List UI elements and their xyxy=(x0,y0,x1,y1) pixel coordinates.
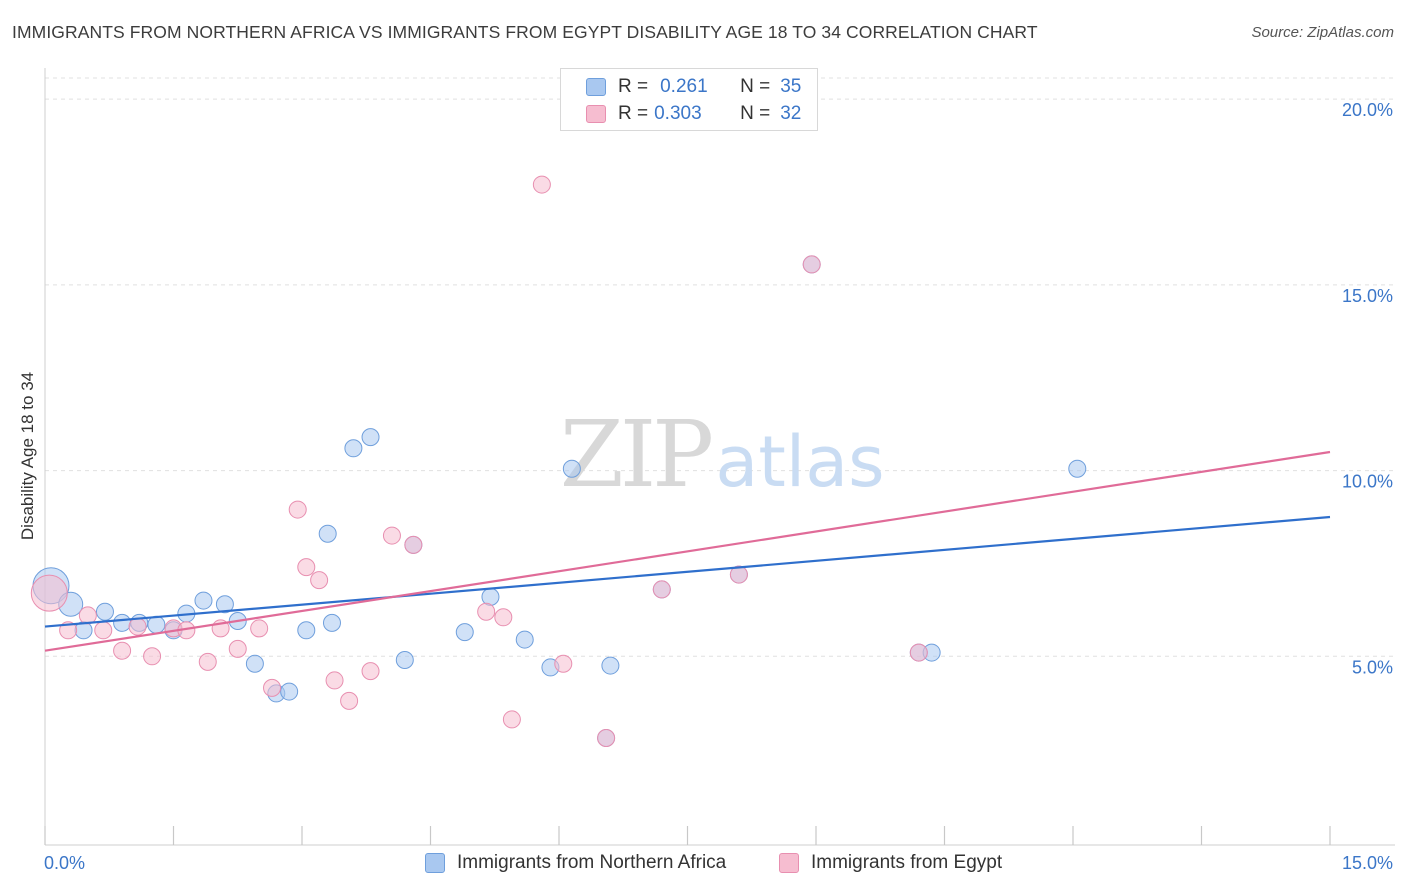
point-northern-africa xyxy=(280,682,299,701)
point-egypt xyxy=(228,639,247,658)
legend-n-value: 35 xyxy=(780,76,802,97)
point-egypt xyxy=(143,647,162,666)
point-northern-africa xyxy=(194,591,213,610)
point-egypt xyxy=(802,255,821,274)
trend-line-northern-africa xyxy=(44,515,1331,628)
point-egypt xyxy=(909,643,928,662)
bottom-legend-label: Immigrants from Egypt xyxy=(811,852,1003,873)
bottom-legend-swatch-pink xyxy=(779,853,799,873)
trend-lines xyxy=(44,450,1331,652)
point-egypt xyxy=(597,729,616,747)
point-egypt xyxy=(340,691,359,710)
point-egypt xyxy=(477,602,496,621)
bottom-legend-northern-africa: Immigrants from Northern Africa xyxy=(425,852,726,874)
legend-swatch-pink xyxy=(586,105,606,123)
point-northern-africa xyxy=(515,630,534,649)
point-northern-africa xyxy=(245,654,264,673)
point-egypt xyxy=(94,621,113,640)
y-tick-label: 15.0% xyxy=(1342,286,1393,306)
point-northern-africa xyxy=(1068,459,1087,478)
watermark-zip: ZIP xyxy=(560,401,711,508)
legend-n-label: N = xyxy=(740,103,771,124)
legend-n-label: N = xyxy=(740,76,771,97)
legend-r-label: R = xyxy=(618,103,649,124)
point-northern-africa xyxy=(297,621,316,640)
point-northern-africa xyxy=(601,656,620,675)
point-egypt xyxy=(250,619,269,638)
trend-line-egypt xyxy=(44,450,1331,652)
legend-r-label: R = xyxy=(618,76,649,97)
point-egypt xyxy=(263,678,282,697)
point-egypt xyxy=(729,565,748,584)
point-northern-africa xyxy=(395,651,414,669)
y-tick-label: 20.0% xyxy=(1342,100,1393,120)
x-tick-label-max: 15.0% xyxy=(1341,853,1393,873)
point-northern-africa xyxy=(455,623,474,642)
point-egypt xyxy=(494,608,513,627)
point-egypt xyxy=(113,641,132,660)
point-egypt xyxy=(361,662,380,681)
x-tick-label-min: 0.0% xyxy=(44,853,86,873)
legend-row-northern-africa: R = 0.261 N = 35 xyxy=(561,74,801,100)
point-egypt xyxy=(310,571,329,590)
legend-swatch-blue xyxy=(586,78,606,96)
bottom-legend-egypt: Immigrants from Egypt xyxy=(779,852,1002,874)
point-northern-africa xyxy=(113,613,132,632)
y-tick-label: 10.0% xyxy=(1342,472,1393,492)
point-northern-africa xyxy=(344,439,363,458)
legend-row-egypt: R = 0.303 N = 32 xyxy=(561,101,801,127)
point-egypt xyxy=(288,500,307,519)
point-egypt xyxy=(652,580,671,599)
point-egypt xyxy=(554,654,573,673)
bottom-legend-swatch-blue xyxy=(425,853,445,873)
y-tick-label: 5.0% xyxy=(1352,657,1393,677)
legend-r-value: 0.303 xyxy=(654,103,702,124)
chart-title: IMMIGRANTS FROM NORTHERN AFRICA VS IMMIG… xyxy=(12,22,1038,42)
series-northern-africa-points xyxy=(32,255,1087,747)
point-northern-africa xyxy=(322,613,341,632)
point-northern-africa xyxy=(95,602,114,621)
point-northern-africa xyxy=(318,524,337,543)
point-egypt xyxy=(297,558,316,577)
series-egypt-points xyxy=(30,175,928,747)
point-egypt xyxy=(502,710,521,729)
source-credit: Source: ZipAtlas.com xyxy=(1251,24,1394,41)
legend-r-value: 0.261 xyxy=(660,76,708,97)
point-egypt xyxy=(404,535,423,554)
point-egypt xyxy=(128,617,147,636)
point-northern-africa xyxy=(215,595,234,614)
point-egypt xyxy=(325,671,344,690)
point-egypt xyxy=(382,526,401,545)
bottom-legend-label: Immigrants from Northern Africa xyxy=(457,852,727,873)
correlation-legend: R = 0.261 N = 35 R = 0.303 N = 32 xyxy=(560,68,818,131)
point-northern-africa xyxy=(361,428,380,447)
point-egypt xyxy=(198,652,217,671)
point-northern-africa xyxy=(562,459,581,478)
point-northern-africa xyxy=(481,587,500,606)
watermark-atlas: atlas xyxy=(715,421,884,503)
point-egypt xyxy=(30,574,68,612)
y-tick-labels: 5.0% 10.0% 15.0% 20.0% xyxy=(1342,100,1393,677)
axes xyxy=(44,68,1395,846)
y-axis-label: Disability Age 18 to 34 xyxy=(18,371,37,541)
point-northern-africa xyxy=(147,615,166,634)
point-egypt xyxy=(532,175,551,194)
legend-n-value: 32 xyxy=(780,103,802,124)
